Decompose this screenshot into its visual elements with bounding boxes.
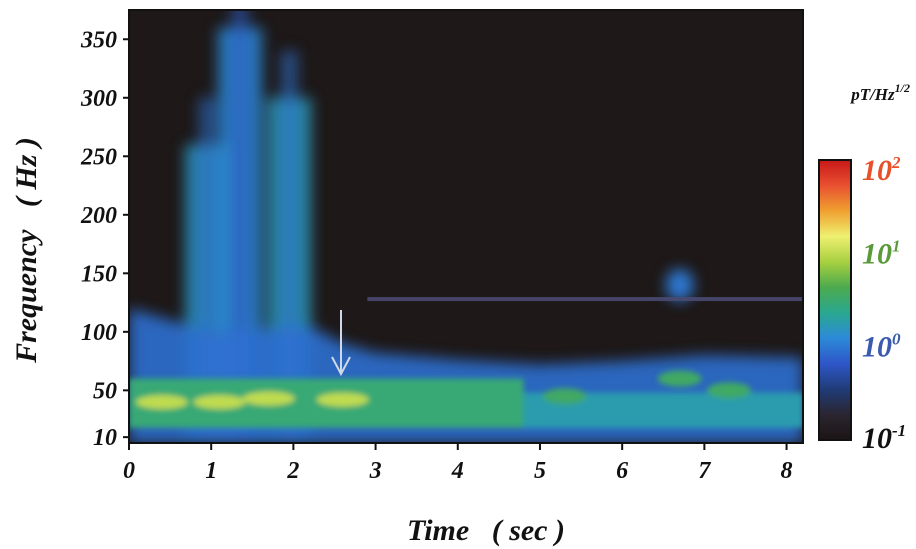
y-tick-label-350: 350 [80, 27, 117, 53]
y-tick-label-250: 250 [80, 144, 117, 170]
colorbar-tick-label-2: 100 [862, 330, 901, 364]
y-tick-label-300: 300 [80, 86, 117, 112]
plot-frame [128, 9, 804, 444]
blob-feature [665, 269, 694, 302]
colorbar-tick-exp: 2 [891, 153, 901, 172]
x-tick-label-4: 4 [451, 458, 464, 484]
plot-area [128, 9, 804, 444]
colorbar-tick-exp: 0 [892, 330, 901, 349]
x-tick-label-1: 1 [205, 458, 217, 484]
colorbar-tick-base: 10 [862, 422, 892, 455]
y-tick-label-150: 150 [81, 261, 117, 287]
hot-spot-3 [316, 392, 369, 407]
line-component [367, 297, 803, 302]
colorbar-tick-label-0: 102 [862, 153, 901, 187]
y-axis: 10 50 100 150 200 250 300 350 [80, 27, 129, 451]
colorbar-units-exp: 1/2 [895, 81, 910, 95]
y-axis-label: Frequency ( Hz ) [10, 137, 43, 364]
x-tick-label-5: 5 [534, 458, 546, 484]
colorbar-tick-label-1: 101 [862, 236, 901, 270]
colorbar-tick-label-3: 10-1 [862, 421, 906, 455]
annotation-arrow [331, 310, 351, 377]
green-patch-0 [542, 388, 587, 405]
y-tick-label-10: 10 [93, 425, 117, 451]
colorbar-units: pT/Hz1/2 [849, 81, 910, 104]
spectrogram-heatmap [129, 10, 803, 443]
hot-spot-2 [242, 391, 295, 406]
hot-spot-0 [135, 395, 188, 410]
y-tick-label-200: 200 [80, 203, 117, 229]
colorbar-tick-exp: -1 [892, 421, 906, 440]
x-axis: 0 1 2 3 4 5 6 7 8 [123, 443, 793, 484]
colorbar-tick-base: 10 [862, 237, 892, 270]
x-tick-label-0: 0 [123, 458, 135, 484]
y-tick-label-100: 100 [81, 320, 117, 346]
x-tick-label-7: 7 [698, 458, 711, 484]
colorbar-gradient [819, 160, 851, 440]
colorbar-tick-exp: 1 [892, 236, 901, 255]
colorbar-frame [818, 159, 852, 441]
green-patch-2 [707, 382, 752, 399]
green-patch-1 [657, 370, 702, 387]
y-tick-label-50: 50 [93, 378, 117, 404]
colorbar-units-base: pT/Hz [849, 85, 895, 104]
x-axis-label: Time ( sec ) [407, 514, 565, 547]
hot-spot-1 [193, 395, 246, 410]
x-tick-label-3: 3 [369, 458, 382, 484]
x-tick-label-8: 8 [781, 458, 793, 484]
colorbar-tick-base: 10 [862, 154, 892, 187]
colorbar-tick-base: 10 [862, 331, 892, 364]
x-tick-label-2: 2 [286, 458, 299, 484]
x-tick-label-6: 6 [616, 458, 628, 484]
